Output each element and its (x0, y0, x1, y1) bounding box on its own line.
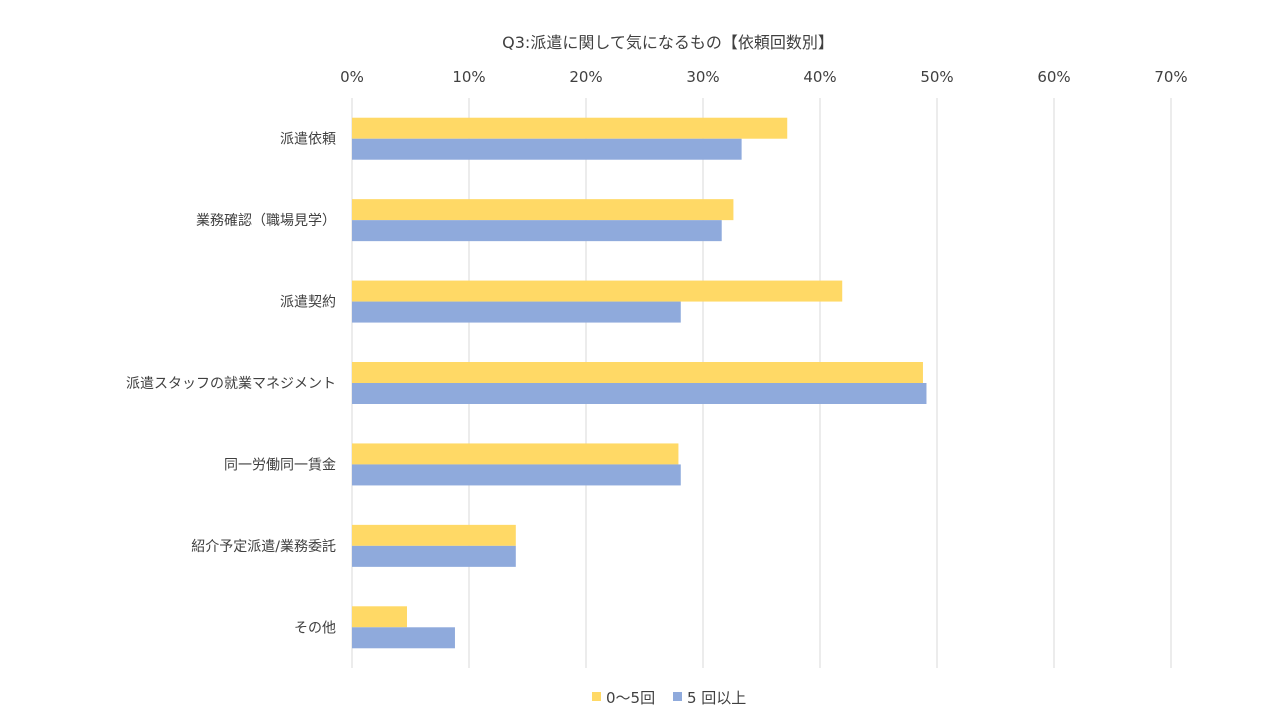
x-tick-label: 10% (452, 68, 485, 86)
bar (352, 383, 927, 404)
bar (352, 138, 742, 160)
bar (352, 199, 734, 221)
legend-label: 0～5回 (606, 689, 655, 707)
x-axis-tick-labels: 0% 10% 20% 30% 40% 50% 60% 70% (340, 68, 1188, 86)
x-tick-label: 50% (920, 68, 953, 86)
legend-swatch (592, 692, 601, 701)
bar (352, 627, 455, 649)
category-label: 派遣依頼 (280, 132, 336, 148)
bar (352, 545, 516, 567)
bars (352, 117, 927, 649)
bar (352, 464, 681, 486)
x-tick-label: 70% (1154, 68, 1187, 86)
category-label: 業務確認（職場見学） (196, 213, 336, 229)
x-tick-label: 40% (803, 68, 836, 86)
category-label: 派遣スタッフの就業マネジメント (126, 376, 336, 392)
bar (352, 301, 681, 323)
category-label: 同一労働同一賃金 (224, 457, 336, 473)
bar (352, 362, 923, 383)
legend: 0～5回 5 回以上 (592, 689, 746, 707)
bar (352, 117, 788, 139)
chart-title: Q3:派遣に関して気になるもの【依頼回数別】 (502, 33, 834, 52)
category-label: 紹介予定派遣/業務委託 (191, 539, 336, 555)
x-tick-label: 0% (340, 68, 364, 86)
bar (352, 443, 679, 465)
category-label: その他 (294, 620, 336, 636)
x-tick-label: 60% (1037, 68, 1070, 86)
category-label: 派遣契約 (280, 295, 336, 311)
bar (352, 606, 407, 628)
bar (352, 220, 722, 242)
bar (352, 280, 843, 302)
bar (352, 524, 516, 546)
x-tick-label: 30% (686, 68, 719, 86)
legend-label: 5 回以上 (687, 689, 746, 707)
x-tick-label: 20% (569, 68, 602, 86)
legend-swatch (673, 692, 682, 701)
